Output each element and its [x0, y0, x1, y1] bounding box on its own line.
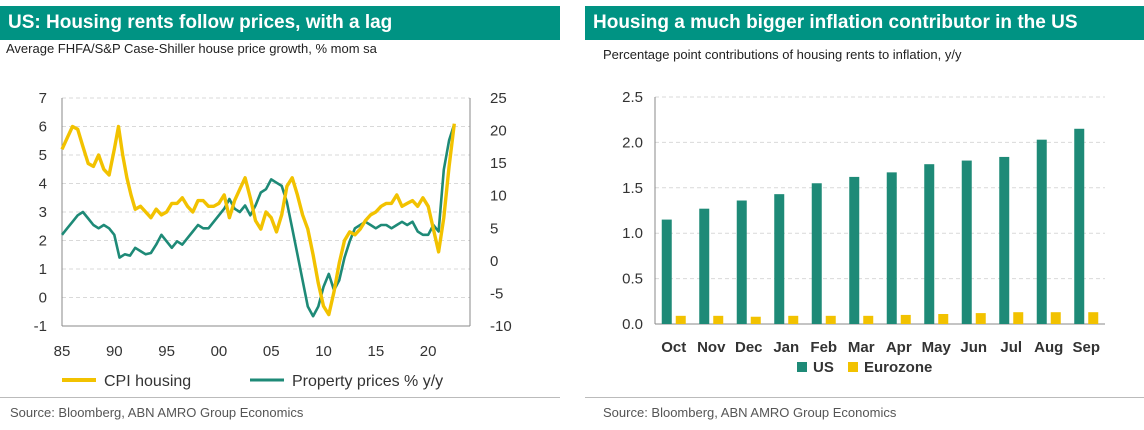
y-left-tick-label: 3 [39, 204, 47, 221]
y-left-tick-label: 7 [39, 90, 47, 107]
y-right-tick-label: 20 [490, 123, 507, 140]
legend-label-eurozone: Eurozone [864, 359, 932, 376]
y-left-tick-label: 4 [39, 176, 47, 193]
x-category-label: Aug [1034, 339, 1063, 356]
divider [585, 397, 1144, 398]
bar-us [699, 208, 710, 324]
bar-eurozone [675, 315, 686, 324]
bar-eurozone [1050, 312, 1061, 324]
bar-eurozone [938, 314, 949, 324]
bar-us [774, 194, 785, 324]
y-tick-label: 2.5 [622, 89, 643, 106]
y-left-tick-label: 2 [39, 233, 47, 250]
y-left-tick-label: 5 [39, 147, 47, 164]
y-right-tick-label: -10 [490, 318, 512, 335]
property-prices-series-line [60, 123, 456, 318]
x-category-label: Oct [661, 339, 686, 356]
bar-eurozone [713, 315, 724, 324]
x-category-label: Jul [1000, 339, 1022, 356]
legend-label-us: US [813, 359, 834, 376]
y-left-tick-label: 1 [39, 261, 47, 278]
x-category-label: Nov [697, 339, 726, 356]
x-tick-label: 00 [211, 343, 228, 360]
x-category-label: Feb [810, 339, 837, 356]
y-right-tick-label: 15 [490, 155, 507, 172]
y-right-tick-label: 0 [490, 253, 498, 270]
bar-us [661, 219, 672, 324]
right-chart-title: Housing a much bigger inflation contribu… [585, 6, 1144, 40]
y-right-tick-label: 25 [490, 90, 507, 107]
right-source-note: Source: Bloomberg, ABN AMRO Group Econom… [603, 405, 897, 420]
bar-us [811, 183, 822, 324]
y-left-tick-label: 6 [39, 119, 47, 136]
bar-chart: 2.5 2.0 1.5 1.0 0.5 0.0 Oct Nov Dec Jan Feb Mar Apr M… [622, 89, 1105, 376]
y-tick-label: 0.5 [622, 271, 643, 288]
bar-us [999, 156, 1010, 324]
bar-eurozone [863, 315, 874, 324]
bar-eurozone [1013, 312, 1024, 324]
x-tick-label: 15 [368, 343, 385, 360]
y-left-tick-label: 0 [39, 290, 47, 307]
bar-us [849, 176, 860, 324]
bar-eurozone [825, 315, 836, 324]
y-tick-label: 2.0 [622, 134, 643, 151]
right-chart-subtitle: Percentage point contributions of housin… [603, 47, 962, 62]
bar-eurozone [900, 314, 911, 324]
left-chart-subtitle: Average FHFA/S&P Case-Shiller house pric… [6, 41, 377, 56]
left-chart-panel: US: Housing rents follow prices, with a … [0, 0, 560, 430]
bar-us [886, 172, 897, 324]
bar-eurozone [788, 315, 799, 324]
x-tick-label: 20 [420, 343, 437, 360]
legend-swatch-eurozone [848, 362, 858, 372]
x-tick-label: 10 [315, 343, 332, 360]
x-category-label: Jun [960, 339, 987, 356]
x-tick-label: 95 [158, 343, 175, 360]
y-left-tick-label: -1 [34, 318, 47, 335]
y-right-tick-label: 10 [490, 188, 507, 205]
bar-eurozone [1088, 312, 1099, 324]
x-category-label: Mar [848, 339, 875, 356]
left-source-note: Source: Bloomberg, ABN AMRO Group Econom… [10, 405, 304, 420]
x-category-label: Apr [886, 339, 912, 356]
y-tick-label: 1.0 [622, 225, 643, 242]
legend-swatch-us [797, 362, 807, 372]
x-category-label: Sep [1072, 339, 1100, 356]
y-right-tick-label: -5 [490, 285, 503, 302]
x-tick-label: 90 [106, 343, 123, 360]
x-tick-label: 85 [54, 343, 71, 360]
cpi-housing-series-line [60, 123, 456, 317]
x-category-label: Dec [735, 339, 763, 356]
y-tick-label: 1.5 [622, 180, 643, 197]
bar-eurozone [750, 316, 761, 324]
divider [0, 397, 560, 398]
right-chart-panel: Housing a much bigger inflation contribu… [585, 0, 1144, 430]
legend-label-property-prices: Property prices % y/y [292, 373, 443, 390]
y-tick-label: 0.0 [622, 316, 643, 333]
bar-eurozone [975, 313, 986, 324]
bar-us [1036, 139, 1047, 324]
legend-label-cpi-housing: CPI housing [104, 373, 191, 390]
x-category-label: May [922, 339, 952, 356]
x-category-label: Jan [773, 339, 799, 356]
bar-us [924, 164, 935, 324]
y-right-tick-label: 5 [490, 220, 498, 237]
bar-us [961, 160, 972, 324]
x-tick-label: 05 [263, 343, 280, 360]
bar-us [736, 200, 747, 324]
bar-us [1074, 128, 1085, 324]
left-chart-title: US: Housing rents follow prices, with a … [0, 6, 560, 40]
